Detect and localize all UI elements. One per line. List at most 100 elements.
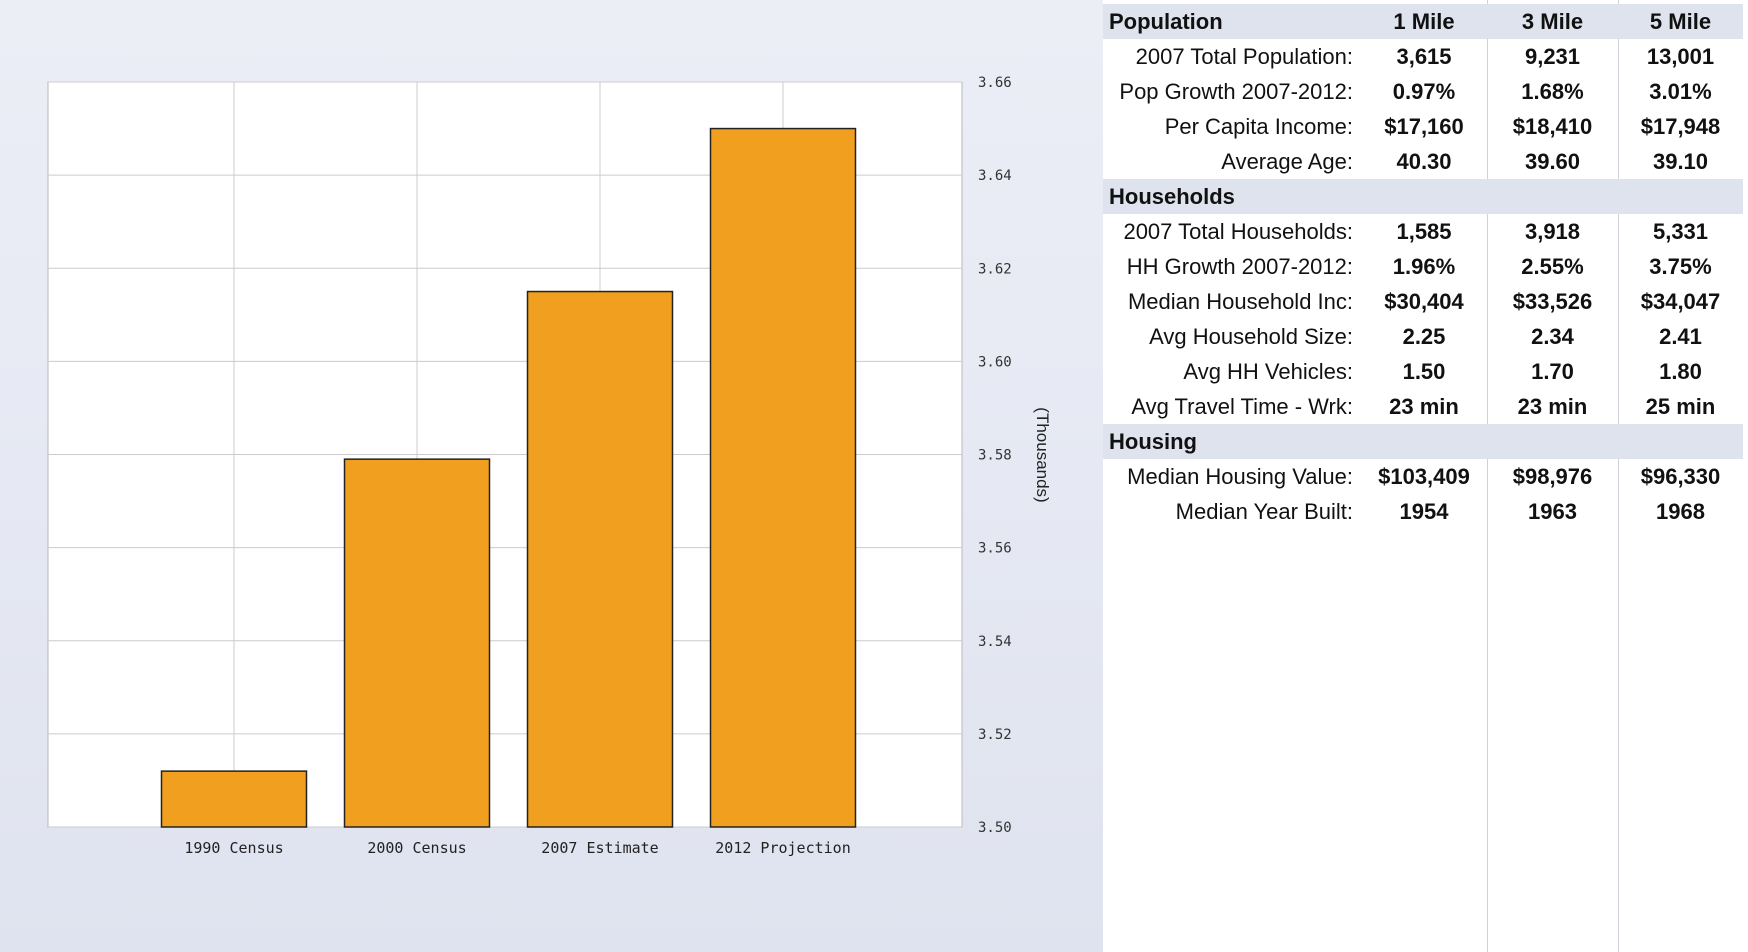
demographics-table: Population 1 Mile 3 Mile 5 Mile 2007 Total P… <box>1103 4 1743 529</box>
y-tick-label: 3.66 <box>978 75 1012 91</box>
metric-label: Median Household Inc: <box>1127 289 1353 314</box>
table-row: 2007 Total Households: 1,585 3,918 5,331 <box>1103 214 1743 249</box>
table-row: Median Housing Value: $103,409 $98,976 $96,… <box>1103 459 1743 494</box>
y-tick-label: 3.54 <box>978 634 1012 650</box>
metric-value: 1.80 <box>1659 359 1702 384</box>
section-header-housing: Housing <box>1103 424 1743 459</box>
metric-value: 1.70 <box>1531 359 1574 384</box>
bar <box>343 458 491 828</box>
section-title: Population <box>1103 4 1361 39</box>
metric-label: Median Year Built: <box>1175 499 1353 524</box>
table-row: Pop Growth 2007-2012: 0.97% 1.68% 3.01% <box>1103 74 1743 109</box>
metric-value: 9,231 <box>1524 44 1581 69</box>
metric-label: 2007 Total Population: <box>1135 44 1353 69</box>
y-tick-label: 3.62 <box>978 261 1012 277</box>
metric-value: $96,330 <box>1640 464 1721 489</box>
metric-value: 39.60 <box>1524 149 1581 174</box>
metric-value: $103,409 <box>1378 464 1470 489</box>
metric-value: 1.68% <box>1521 79 1584 104</box>
bar-series <box>160 127 857 828</box>
metric-label: HH Growth 2007-2012: <box>1126 254 1353 279</box>
metric-label: Average Age: <box>1221 149 1353 174</box>
metric-value: 2.41 <box>1659 324 1702 349</box>
metric-value: 3.01% <box>1649 79 1712 104</box>
metric-label: 2007 Total Households: <box>1123 219 1353 244</box>
column-header <box>1487 179 1618 214</box>
metric-value: $17,948 <box>1640 114 1721 139</box>
column-header <box>1361 424 1487 459</box>
metric-value: 3.75% <box>1649 254 1712 279</box>
metric-value: 2.34 <box>1531 324 1574 349</box>
metric-value: $98,976 <box>1512 464 1593 489</box>
metric-label: Avg Travel Time - Wrk: <box>1131 394 1353 419</box>
metric-value: 39.10 <box>1652 149 1709 174</box>
table-row: 2007 Total Population: 3,615 9,231 13,001 <box>1103 39 1743 74</box>
demographics-table-panel: Population 1 Mile 3 Mile 5 Mile 2007 Total P… <box>1103 0 1748 952</box>
metric-label: Avg HH Vehicles: <box>1183 359 1353 384</box>
metric-value: 1.96% <box>1392 254 1456 279</box>
metric-value: 5,331 <box>1652 219 1709 244</box>
bar <box>709 127 857 828</box>
column-header <box>1618 424 1743 459</box>
column-separator <box>1618 0 1619 952</box>
metric-label: Median Housing Value: <box>1127 464 1353 489</box>
metric-value: 23 min <box>1389 394 1459 419</box>
metric-value: $30,404 <box>1384 289 1464 314</box>
metric-value: 2.25 <box>1402 324 1446 349</box>
metric-value: $18,410 <box>1512 114 1593 139</box>
table-row: Avg HH Vehicles: 1.50 1.70 1.80 <box>1103 354 1743 389</box>
y-tick-label: 3.56 <box>978 541 1012 557</box>
bar <box>160 770 308 828</box>
metric-label: Pop Growth 2007-2012: <box>1119 79 1353 104</box>
bar <box>526 290 674 828</box>
table-row: Median Household Inc: $30,404 $33,526 $34,0… <box>1103 284 1743 319</box>
table-row: Average Age: 40.30 39.60 39.10 <box>1103 144 1743 179</box>
column-header <box>1618 179 1743 214</box>
y-tick-label: 3.50 <box>978 820 1012 836</box>
bar-chart: 3.66 3.64 3.62 3.60 3.58 3.56 3.54 3.52 3.50 199… <box>47 75 1052 857</box>
metric-value: 1963 <box>1528 499 1577 524</box>
metric-value: $17,160 <box>1384 114 1464 139</box>
section-header-population: Population 1 Mile 3 Mile 5 Mile <box>1103 4 1743 39</box>
column-header <box>1487 424 1618 459</box>
section-title: Households <box>1103 179 1361 214</box>
column-separator <box>1487 0 1488 952</box>
y-axis-title: (Thousands) <box>1033 407 1052 502</box>
metric-label: Avg Household Size: <box>1149 324 1353 349</box>
metric-value: $33,526 <box>1512 289 1593 314</box>
metric-value: 0.97% <box>1392 79 1456 104</box>
metric-value: 1954 <box>1399 499 1449 524</box>
table-row: Avg Travel Time - Wrk: 23 min 23 min 25 min <box>1103 389 1743 424</box>
section-header-households: Households <box>1103 179 1743 214</box>
x-category-label: 1990 Census <box>184 839 283 857</box>
table-row: Median Year Built: 1954 1963 1968 <box>1103 494 1743 529</box>
table-row: HH Growth 2007-2012: 1.96% 2.55% 3.75% <box>1103 249 1743 284</box>
y-tick-label: 3.58 <box>978 448 1012 464</box>
metric-value: 40.30 <box>1396 149 1452 174</box>
metric-value: 23 min <box>1517 394 1588 419</box>
x-category-label: 2012 Projection <box>715 839 850 857</box>
table-row: Avg Household Size: 2.25 2.34 2.41 <box>1103 319 1743 354</box>
x-category-label: 2007 Estimate <box>541 839 658 857</box>
column-header <box>1361 179 1487 214</box>
y-tick-label: 3.64 <box>978 168 1012 184</box>
chart-panel: 3.66 3.64 3.62 3.60 3.58 3.56 3.54 3.52 3.50 199… <box>0 0 1103 952</box>
y-axis-ticks: 3.66 3.64 3.62 3.60 3.58 3.56 3.54 3.52 3.50 <box>978 75 1012 836</box>
metric-value: 1968 <box>1656 499 1705 524</box>
x-axis-categories: 1990 Census 2000 Census 2007 Estimate 2012 … <box>184 839 850 857</box>
column-header: 3 Mile <box>1487 4 1618 39</box>
x-category-label: 2000 Census <box>367 839 466 857</box>
metric-value: 2.55% <box>1521 254 1584 279</box>
metric-value: 1.50 <box>1402 359 1446 384</box>
metric-value: 3,615 <box>1396 44 1452 69</box>
section-title: Housing <box>1103 424 1361 459</box>
metric-value: 25 min <box>1645 394 1716 419</box>
metric-label: Per Capita Income: <box>1164 114 1353 139</box>
y-tick-label: 3.52 <box>978 727 1012 743</box>
metric-value: 13,001 <box>1646 44 1715 69</box>
metric-value: 3,918 <box>1524 219 1581 244</box>
metric-value: 1,585 <box>1396 219 1452 244</box>
column-header: 1 Mile <box>1361 4 1487 39</box>
table-row: Per Capita Income: $17,160 $18,410 $17,948 <box>1103 109 1743 144</box>
metric-value: $34,047 <box>1640 289 1721 314</box>
